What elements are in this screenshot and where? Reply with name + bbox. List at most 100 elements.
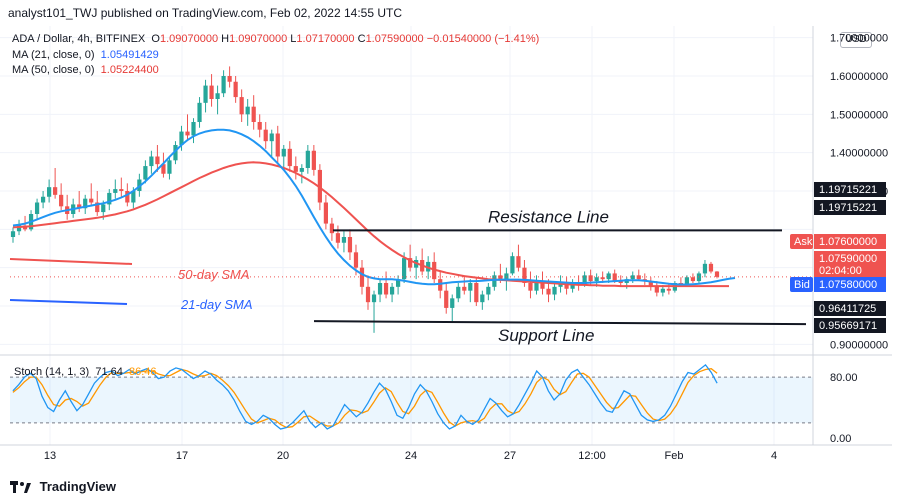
price-tag-value: 1.19715221: [819, 202, 877, 214]
stoch-tick-label: 0.00: [830, 433, 851, 445]
price-tick-label: 1.70000000: [830, 33, 888, 45]
price-tag-value: 1.07590000: [819, 253, 877, 265]
currency-badge[interactable]: USD: [840, 32, 872, 48]
candle-body: [287, 148, 292, 167]
sma21-label: 21-day SMA: [180, 297, 253, 312]
price-tag-value: 1.07600000: [819, 236, 877, 248]
price-chart[interactable]: Resistance Line Support Line 50-day SMA 21-…: [0, 0, 900, 475]
legend-change: −0.01540000 (−1.41%): [426, 33, 540, 45]
candle-body: [600, 277, 605, 280]
candle-body: [77, 204, 82, 209]
candle-body: [684, 277, 690, 285]
candle-body: [293, 166, 298, 172]
candle-body: [570, 283, 575, 289]
candle-body: [480, 294, 485, 303]
stoch-lines: [12, 363, 718, 430]
candle-body: [95, 202, 100, 213]
time-tick-label: 20: [277, 450, 289, 462]
time-tick-label: 17: [176, 450, 188, 462]
legend-ma50-label: MA (50, close, 0): [12, 64, 95, 76]
stoch-legend: Stoch (14, 1, 3) 71.64 86.46: [14, 366, 157, 378]
candle-body: [456, 286, 461, 299]
legend-symbol[interactable]: ADA / Dollar, 4h, BITFINEX: [12, 33, 146, 45]
candle-body: [257, 122, 262, 130]
candle-body: [408, 258, 413, 268]
price-tag-box: [814, 234, 886, 249]
candle-body: [371, 294, 377, 303]
candle-body: [594, 277, 599, 282]
price-tag-label: Ask: [794, 236, 813, 248]
sma21-key-line: [9, 299, 128, 305]
annotations: Resistance Line Support Line 50-day SMA 21-…: [9, 207, 807, 345]
candle-body: [383, 283, 389, 295]
price-tag-side: [790, 234, 813, 249]
footer-brand[interactable]: TradingView: [39, 479, 116, 494]
candle-body: [377, 283, 383, 295]
legend-ma50-row[interactable]: MA (50, close, 0) 1.05224400: [12, 63, 539, 79]
legend-ma21-value: 1.05491429: [100, 48, 159, 61]
candle-body: [16, 225, 22, 232]
legend-ma21-row[interactable]: MA (21, close, 0) 1.05491429: [12, 48, 539, 64]
publish-text: analyst101_TWJ published on TradingView.…: [8, 6, 403, 20]
candle-body: [516, 256, 521, 268]
candle-body: [528, 283, 533, 291]
candle-body: [53, 187, 58, 195]
candle-body: [365, 286, 371, 303]
candle-body: [359, 267, 365, 287]
candle-body: [149, 156, 154, 167]
candle-body: [444, 290, 449, 308]
time-tick-label: 12:00: [578, 450, 606, 462]
candle-body: [504, 273, 509, 280]
candle-body: [546, 288, 551, 295]
candle-body: [83, 198, 88, 209]
price-tags: 1.19715221 1.19715221 1.07600000 Ask 1.07590…: [790, 182, 886, 333]
candle-body: [438, 279, 443, 291]
stoch-k-line: [12, 363, 718, 430]
candle-body: [185, 131, 190, 136]
candle-body: [107, 192, 112, 205]
candle-body: [10, 231, 16, 237]
price-tick-label: 0.90000000: [830, 339, 888, 351]
candle-body: [203, 85, 208, 103]
stoch-label[interactable]: Stoch (14, 1, 3): [14, 366, 90, 378]
candle-body: [666, 288, 671, 291]
price-tick-label: 1.40000000: [830, 148, 888, 160]
sma50-label: 50-day SMA: [178, 267, 250, 282]
price-tag-value: 0.96411725: [819, 303, 876, 315]
candle-body: [197, 102, 202, 122]
candle-body: [125, 191, 130, 203]
candle-body: [155, 156, 160, 165]
sma50-key-line: [9, 258, 133, 265]
support-line: [313, 320, 807, 326]
price-tag-box: [814, 301, 886, 316]
candle-body: [119, 189, 124, 191]
candle-body: [486, 286, 491, 295]
stoch-levels: [10, 376, 813, 424]
candle-body: [588, 275, 593, 282]
candle-body: [708, 263, 714, 272]
candle-body: [389, 286, 395, 295]
grid-lines: [0, 26, 813, 445]
candle-body: [564, 283, 569, 289]
candle-body: [221, 76, 226, 94]
candle-body: [347, 237, 353, 253]
candle-body: [89, 198, 94, 203]
legend-ohlc-row: ADA / Dollar, 4h, BITFINEX O1.09070000 H…: [12, 32, 539, 48]
candle-body: [492, 275, 497, 287]
candle-body: [654, 286, 659, 293]
candle-body: [323, 202, 328, 224]
candle-body: [353, 252, 359, 268]
stoch-k-value: 71.64: [95, 366, 123, 378]
price-tick-label: 1.60000000: [830, 71, 888, 83]
candle-body: [251, 106, 256, 122]
candle-body: [113, 189, 118, 193]
tradingview-logo-icon[interactable]: [10, 480, 32, 495]
candle-body: [101, 204, 106, 213]
price-tag-side: [790, 277, 813, 292]
candle-body: [47, 187, 52, 197]
candle-body: [690, 277, 696, 282]
candle-body: [540, 281, 545, 289]
candle-body: [311, 150, 316, 170]
candle-body: [702, 263, 708, 274]
price-tag-label: Bid: [794, 279, 810, 291]
